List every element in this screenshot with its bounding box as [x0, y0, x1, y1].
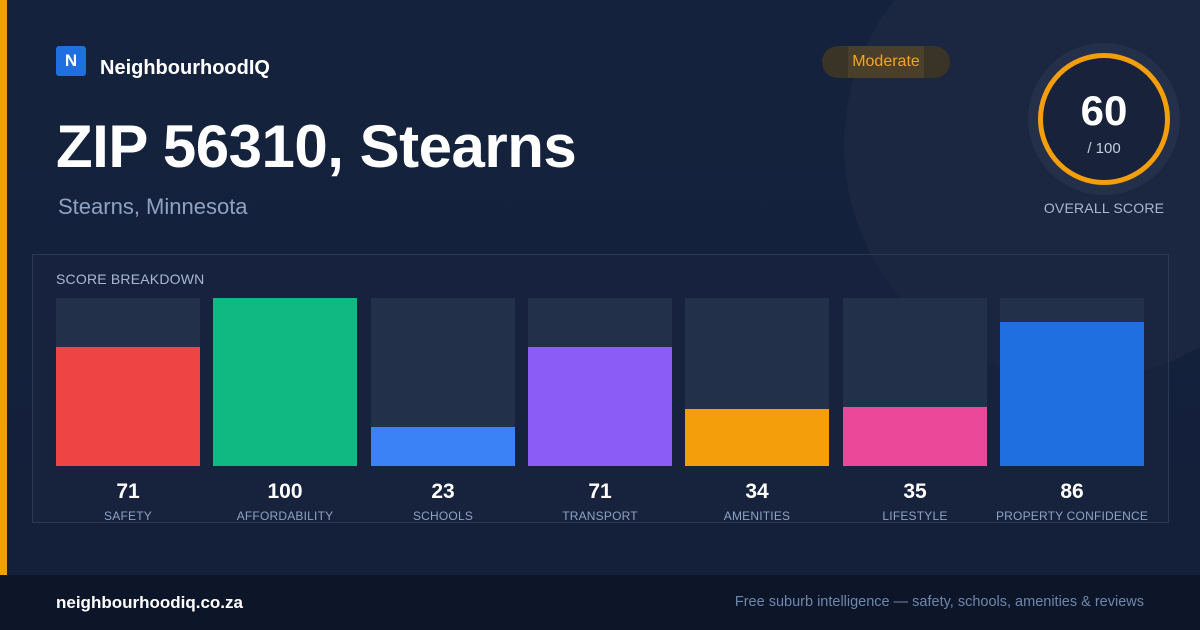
brand-logo-icon: N	[56, 46, 86, 76]
score-breakdown-title: SCORE BREAKDOWN	[56, 271, 205, 287]
overall-score-gauge: 60 / 100	[1038, 53, 1170, 185]
bar-fill	[843, 407, 987, 466]
bar-category-label: AMENITIES	[723, 509, 791, 523]
bar-track	[56, 298, 200, 466]
bar-track	[685, 298, 829, 466]
brand-name: NeighbourhoodIQ	[100, 57, 270, 79]
bar-value-label: 71	[588, 480, 612, 503]
bar-category-label: TRANSPORT	[562, 509, 638, 523]
bar-category-label: SCHOOLS	[412, 509, 474, 523]
bar-category-label: LIFESTYLE	[882, 509, 948, 523]
bar-category-label: AFFORDABILITY	[236, 509, 334, 523]
footer-tagline: Free suburb intelligence — safety, schoo…	[734, 594, 1144, 610]
accent-bar	[0, 0, 7, 575]
bar-track	[371, 298, 515, 466]
bar-track	[528, 298, 672, 466]
bar-value-label: 35	[903, 480, 927, 503]
bar-column-amenities: 34 AMENITIES	[685, 298, 829, 528]
overall-score-value: 60	[1080, 87, 1128, 134]
bar-fill	[213, 298, 357, 466]
bar-value-label: 71	[116, 480, 140, 503]
footer-domain: neighbourhoodiq.co.za	[56, 593, 243, 612]
bar-column-schools: 23 SCHOOLS	[371, 298, 515, 528]
bar-category-label: SAFETY	[104, 509, 152, 523]
overall-score-ring: 60 / 100	[1028, 43, 1180, 195]
bar-column-safety: 71 SAFETY	[56, 298, 200, 528]
bar-column-lifestyle: 35 LIFESTYLE	[843, 298, 987, 528]
rating-badge: Moderate	[822, 46, 950, 78]
location-subtitle: Stearns, Minnesota	[58, 194, 248, 219]
bar-fill	[685, 409, 829, 466]
bar-track	[843, 298, 987, 466]
bar-value-label: 100	[267, 480, 303, 503]
bar-value-label: 86	[1060, 480, 1084, 503]
overall-score-max: / 100	[1087, 140, 1121, 157]
bar-fill	[528, 347, 672, 466]
bar-column-property-confidence: 86 PROPERTY CONFIDENCE	[996, 298, 1148, 528]
bar-fill	[1000, 322, 1144, 466]
bar-fill	[371, 427, 515, 466]
page-title: ZIP 56310, Stearns	[56, 113, 577, 180]
bar-category-label: PROPERTY CONFIDENCE	[995, 509, 1149, 523]
rating-badge-label: Moderate	[852, 53, 920, 70]
overall-score-caption: OVERALL SCORE	[1043, 200, 1165, 216]
bar-track	[213, 298, 357, 466]
bar-value-label: 23	[431, 480, 455, 503]
bar-track	[1000, 298, 1144, 466]
bar-column-transport: 71 TRANSPORT	[528, 298, 672, 528]
bar-value-label: 34	[745, 480, 769, 503]
bar-column-affordability: 100 AFFORDABILITY	[213, 298, 357, 528]
bar-fill	[56, 347, 200, 466]
footer: neighbourhoodiq.co.za Free suburb intell…	[0, 575, 1200, 630]
